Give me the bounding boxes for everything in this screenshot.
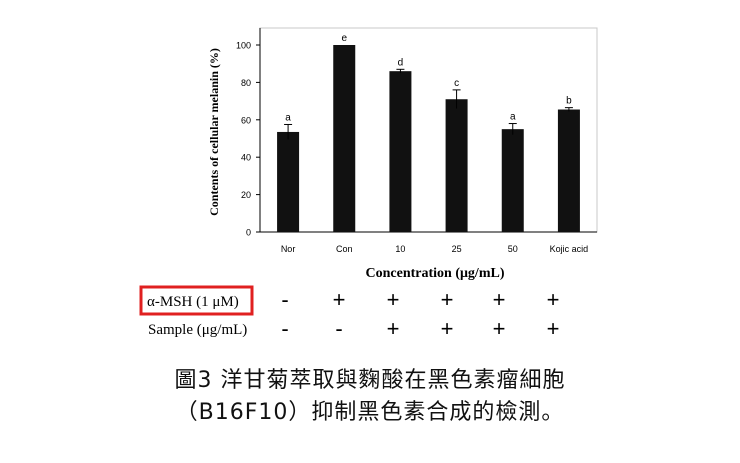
alpha-msh-highlight-box <box>139 285 254 316</box>
alpha-msh-row-label: α-MSH (1 μM) <box>147 294 239 310</box>
category-label: Kojic acid <box>550 244 589 254</box>
plus-sign: + <box>333 287 346 312</box>
plot-frame <box>259 27 598 233</box>
minus-sign: - <box>281 287 288 312</box>
x-axis-label: Concentration (μg/mL) <box>366 266 505 281</box>
y-tick-label: 0 <box>246 228 251 238</box>
y-tick-label: 80 <box>241 78 251 88</box>
plus-sign: + <box>441 316 454 341</box>
bar <box>333 45 356 232</box>
y-tick-label: 20 <box>241 190 251 200</box>
plus-sign: + <box>547 316 560 341</box>
significance-label: e <box>341 33 347 44</box>
y-tick-label: 40 <box>241 153 251 163</box>
bar <box>501 129 524 232</box>
plus-sign: + <box>387 287 400 312</box>
bar <box>445 99 468 232</box>
significance-label: a <box>285 112 291 123</box>
category-label: Con <box>336 244 353 254</box>
caption-line-1: 圖3 洋甘菊萃取與麴酸在黑色素瘤細胞 <box>174 368 566 393</box>
bar <box>277 131 300 232</box>
category-label: Nor <box>281 244 296 254</box>
y-axis-label: Contents of cellular melanin (%) <box>207 48 221 216</box>
significance-label: b <box>566 96 572 107</box>
plus-sign: + <box>493 287 506 312</box>
significance-label: a <box>510 112 516 123</box>
sample-row-label: Sample (μg/mL) <box>148 322 247 338</box>
plus-sign: + <box>387 316 400 341</box>
plus-sign: + <box>441 287 454 312</box>
category-label: 25 <box>452 244 462 254</box>
plus-sign: + <box>547 287 560 312</box>
minus-sign: - <box>281 316 288 341</box>
y-tick-label: 100 <box>236 41 251 51</box>
y-tick-label: 60 <box>241 115 251 125</box>
minus-sign: - <box>335 316 342 341</box>
category-label: 50 <box>508 244 518 254</box>
caption-line-2: （B16F10）抑制黑色素合成的檢測。 <box>175 400 565 425</box>
significance-label: c <box>454 78 459 89</box>
bar <box>389 71 412 233</box>
plus-sign: + <box>493 316 506 341</box>
category-label: 10 <box>395 244 405 254</box>
bar <box>557 109 580 232</box>
significance-label: d <box>398 57 404 68</box>
